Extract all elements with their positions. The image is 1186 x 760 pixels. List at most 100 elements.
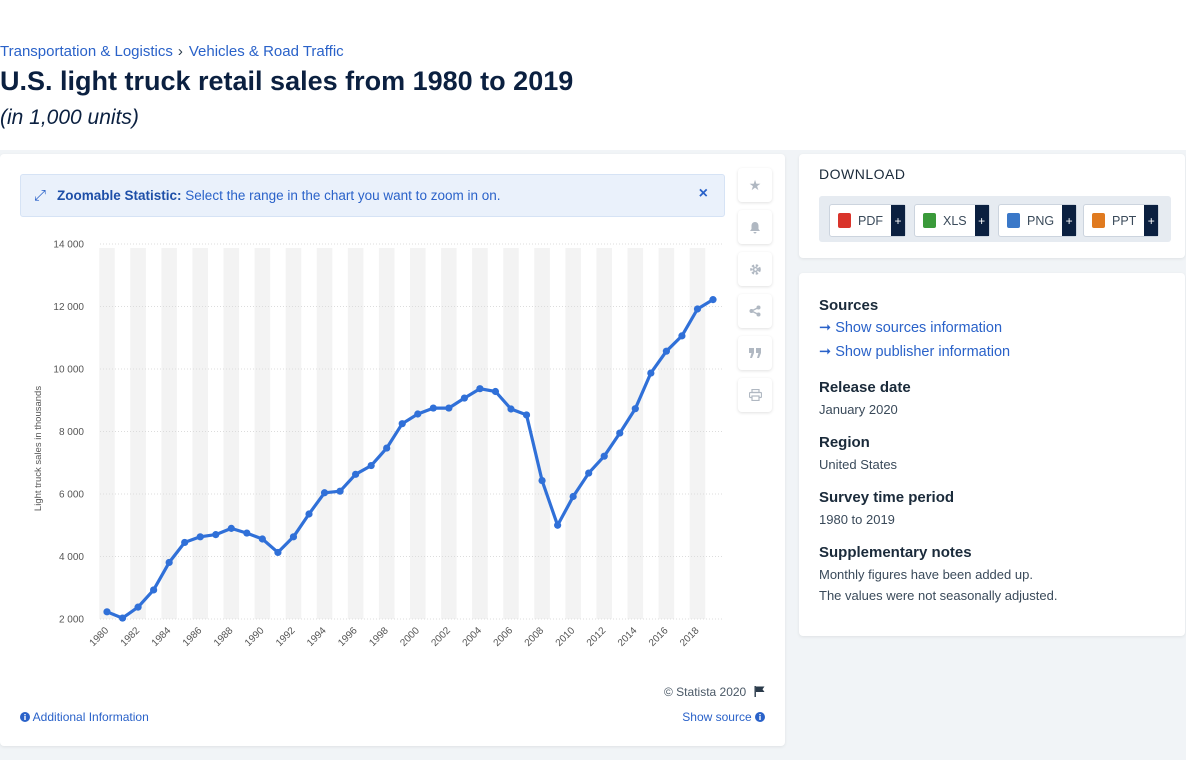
plus-icon[interactable]: + — [1144, 205, 1159, 236]
data-point — [289, 533, 298, 541]
year-band — [99, 248, 115, 619]
data-point — [585, 469, 593, 477]
y-tick-label: 4 000 — [59, 552, 84, 563]
download-title: DOWNLOAD — [819, 166, 906, 182]
page-title: U.S. light truck retail sales from 1980 … — [0, 66, 574, 96]
plus-icon[interactable]: + — [974, 205, 989, 236]
download-ppt-label: PPT — [1112, 213, 1137, 228]
data-point — [212, 531, 220, 539]
arrow-right-icon: ➞ — [819, 344, 832, 360]
x-tick-label: 1994 — [305, 625, 329, 649]
download-png-button[interactable]: PNG + — [998, 204, 1078, 237]
data-point — [227, 524, 235, 532]
year-band — [130, 248, 146, 619]
download-bar: PDF + XLS + PNG + PPT + — [819, 196, 1171, 242]
download-xls-button[interactable]: XLS + — [914, 204, 990, 237]
year-band — [161, 248, 177, 619]
year-band — [223, 248, 240, 619]
x-tick-label: 1988 — [212, 625, 236, 649]
close-icon[interactable]: × — [698, 185, 708, 202]
data-point — [491, 387, 500, 396]
show-sources-label: Show sources information — [835, 320, 1003, 336]
y-tick-label: 6 000 — [59, 490, 84, 501]
breadcrumb-link-vehicles[interactable]: Vehicles & Road Traffic — [188, 43, 344, 60]
breadcrumb-link-transportation[interactable]: Transportation & Logistics — [0, 43, 173, 60]
data-point — [460, 394, 468, 402]
data-point — [336, 487, 344, 495]
region-value: United States — [819, 457, 898, 472]
ppt-file-icon — [1092, 213, 1105, 228]
data-point — [118, 614, 127, 622]
x-tick-label: 1982 — [119, 625, 143, 649]
data-point — [398, 420, 406, 428]
series-line — [106, 298, 714, 620]
x-tick-label: 2016 — [647, 625, 671, 649]
star-icon[interactable]: ★ — [738, 168, 772, 202]
print-icon[interactable] — [738, 378, 772, 412]
data-point — [600, 452, 608, 460]
show-sources-link[interactable]: ➞ Show sources information — [819, 320, 1002, 336]
download-png-label: PNG — [1027, 213, 1055, 228]
year-band — [378, 248, 395, 619]
line-chart[interactable]: 2 000 4 000 6 000 8 000 10 000 12 000 14 000 19… — [0, 224, 735, 674]
data-point — [150, 586, 158, 594]
x-tick-label: 1984 — [150, 625, 174, 649]
show-publisher-link[interactable]: ➞ Show publisher information — [819, 344, 1010, 360]
year-band — [596, 248, 612, 619]
survey-period-heading: Survey time period — [819, 489, 955, 506]
data-point — [367, 461, 375, 470]
x-tick-label: 2008 — [523, 625, 547, 649]
x-tick-label: 2014 — [616, 625, 640, 649]
supplementary-notes-line-2: The values were not seasonally adjusted. — [819, 588, 1058, 603]
gear-icon[interactable] — [738, 252, 772, 286]
year-band — [689, 248, 706, 619]
year-band — [347, 248, 364, 619]
data-point — [429, 404, 437, 412]
year-band — [316, 248, 333, 619]
x-tick-label: 2000 — [398, 625, 422, 649]
breadcrumb-separator: › — [177, 43, 183, 60]
supplementary-notes-heading: Supplementary notes — [819, 544, 972, 561]
show-publisher-label: Show publisher information — [835, 344, 1011, 360]
survey-period-value: 1980 to 2019 — [819, 512, 895, 527]
page-header: Transportation & Logistics › Vehicles & Ro… — [0, 0, 1186, 150]
year-band — [565, 248, 581, 619]
share-icon[interactable] — [738, 294, 772, 328]
flag-icon[interactable] — [750, 685, 765, 699]
arrow-right-icon: ➞ — [819, 320, 832, 336]
bell-icon[interactable] — [738, 210, 772, 244]
x-tick-label: 1996 — [336, 625, 360, 649]
info-card: Sources ➞ Show sources information ➞ Sho… — [799, 273, 1185, 636]
year-band — [254, 248, 271, 619]
data-point — [678, 332, 686, 340]
x-tick-label: 1998 — [367, 625, 391, 649]
copyright-text: © Statista 2020 — [664, 685, 747, 699]
data-point — [352, 470, 360, 478]
data-point — [181, 538, 189, 547]
download-pdf-label: PDF — [858, 213, 883, 228]
zoom-label: Zoomable Statistic: — [57, 188, 182, 203]
data-point — [631, 405, 639, 413]
year-band — [410, 248, 426, 619]
x-tick-label: 2006 — [492, 625, 516, 649]
quote-icon[interactable] — [738, 336, 772, 370]
plus-icon[interactable]: + — [1062, 205, 1077, 236]
chart-toolbar: ★ — [738, 168, 772, 420]
download-xls-label: XLS — [943, 213, 967, 228]
release-date-value: January 2020 — [819, 402, 898, 417]
data-point — [476, 385, 484, 393]
download-ppt-button[interactable]: PPT + — [1083, 204, 1160, 237]
show-source-label: Show source — [682, 710, 752, 724]
plus-icon[interactable]: + — [891, 205, 905, 236]
data-point — [305, 510, 313, 518]
year-band — [658, 248, 675, 619]
data-point — [445, 404, 453, 412]
page-subtitle: (in 1,000 units) — [0, 106, 139, 129]
additional-information-link[interactable]: Additional Information — [20, 710, 149, 724]
data-point — [274, 548, 282, 557]
data-point — [554, 521, 562, 529]
data-point — [538, 476, 546, 485]
year-band — [627, 248, 644, 619]
show-source-link[interactable]: Show source — [682, 710, 765, 724]
download-pdf-button[interactable]: PDF + — [829, 204, 906, 237]
